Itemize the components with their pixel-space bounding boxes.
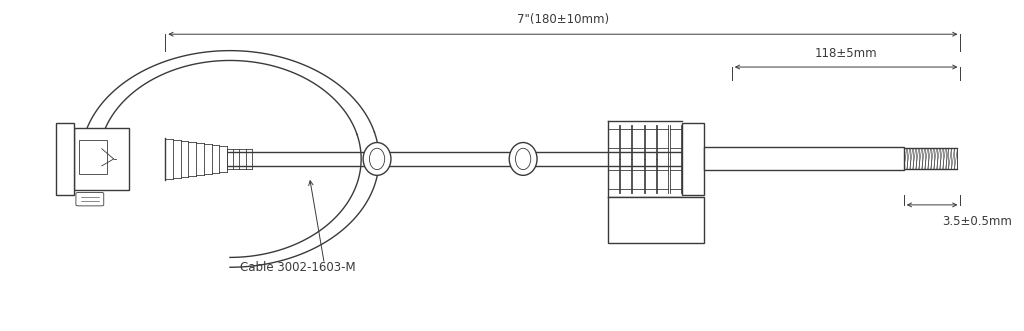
- Bar: [74, 128, 129, 190]
- Text: 118±5mm: 118±5mm: [815, 47, 878, 61]
- Bar: [607, 197, 705, 243]
- Text: Cable 3002-1603-M: Cable 3002-1603-M: [240, 261, 355, 274]
- Bar: [682, 123, 705, 195]
- Bar: [705, 147, 904, 170]
- Bar: [56, 123, 74, 195]
- Bar: [79, 140, 106, 174]
- Text: 3.5±0.5mm: 3.5±0.5mm: [942, 215, 1012, 228]
- FancyBboxPatch shape: [76, 192, 103, 206]
- Text: 7"(180±10mm): 7"(180±10mm): [517, 13, 609, 26]
- Ellipse shape: [509, 143, 537, 175]
- Ellipse shape: [364, 143, 391, 175]
